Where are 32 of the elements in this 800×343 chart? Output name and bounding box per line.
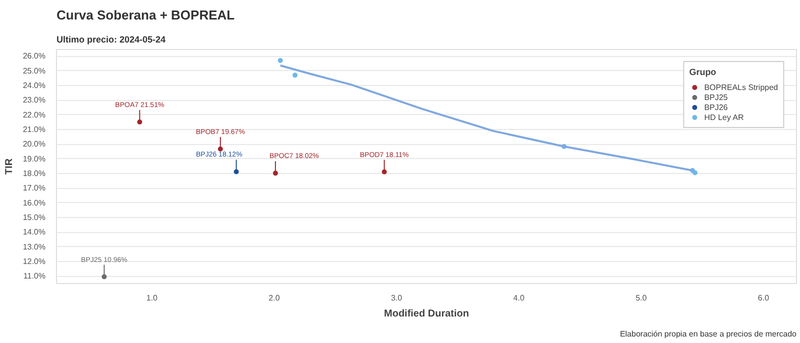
y-tick-label: 13.0% [22, 242, 46, 252]
y-tick-label: 20.0% [22, 140, 46, 149]
x-tick-label: 3.0 [390, 294, 403, 302]
legend-label: BOPREALs Stripped [704, 82, 778, 92]
y-tick-label: 14.0% [22, 228, 46, 237]
y-tick-label: 23.0% [22, 96, 46, 105]
legend-title: Grupo [689, 67, 718, 77]
legend-label: BPJ25 [704, 92, 728, 102]
text: Elaboración propia en base a precios de mercado [620, 330, 798, 338]
legend-label: HD Ley AR [704, 112, 744, 122]
y-tick-label: 19.0% [22, 154, 46, 164]
y-tick-label: 25.0% [22, 66, 46, 76]
x-tick-label: 5.0 [636, 294, 648, 302]
y-axis-title: TIR [4, 158, 15, 175]
y-tick-label: 15.0% [22, 212, 46, 222]
legend-label: BPJ26 [704, 102, 728, 112]
y-tick-label: 12.0% [22, 256, 46, 266]
x-tick-label: 4.0 [513, 294, 525, 302]
y-tick-label: 17.0% [22, 184, 46, 193]
chart-subtitle: Ultimo precio: 2024-05-24 [56, 34, 166, 44]
x-axis-title: Modified Duration [384, 308, 470, 320]
y-tick-label: 21.0% [22, 124, 46, 134]
y-tick-label: 24.0% [22, 80, 46, 90]
x-tick-label: 6.0 [758, 294, 770, 302]
y-tick-label: 11.0% [23, 272, 46, 281]
x-tick-label: 2.0 [268, 294, 280, 302]
y-tick-label: 18.0% [22, 168, 46, 178]
y-tick-label: 16.0% [22, 198, 46, 208]
chart-title: Curva Soberana + BOPREAL [56, 8, 235, 22]
y-tick-label: 22.0% [22, 110, 46, 120]
y-tick-label: 26.0% [22, 52, 46, 61]
x-tick-label: 1.0 [146, 294, 158, 302]
